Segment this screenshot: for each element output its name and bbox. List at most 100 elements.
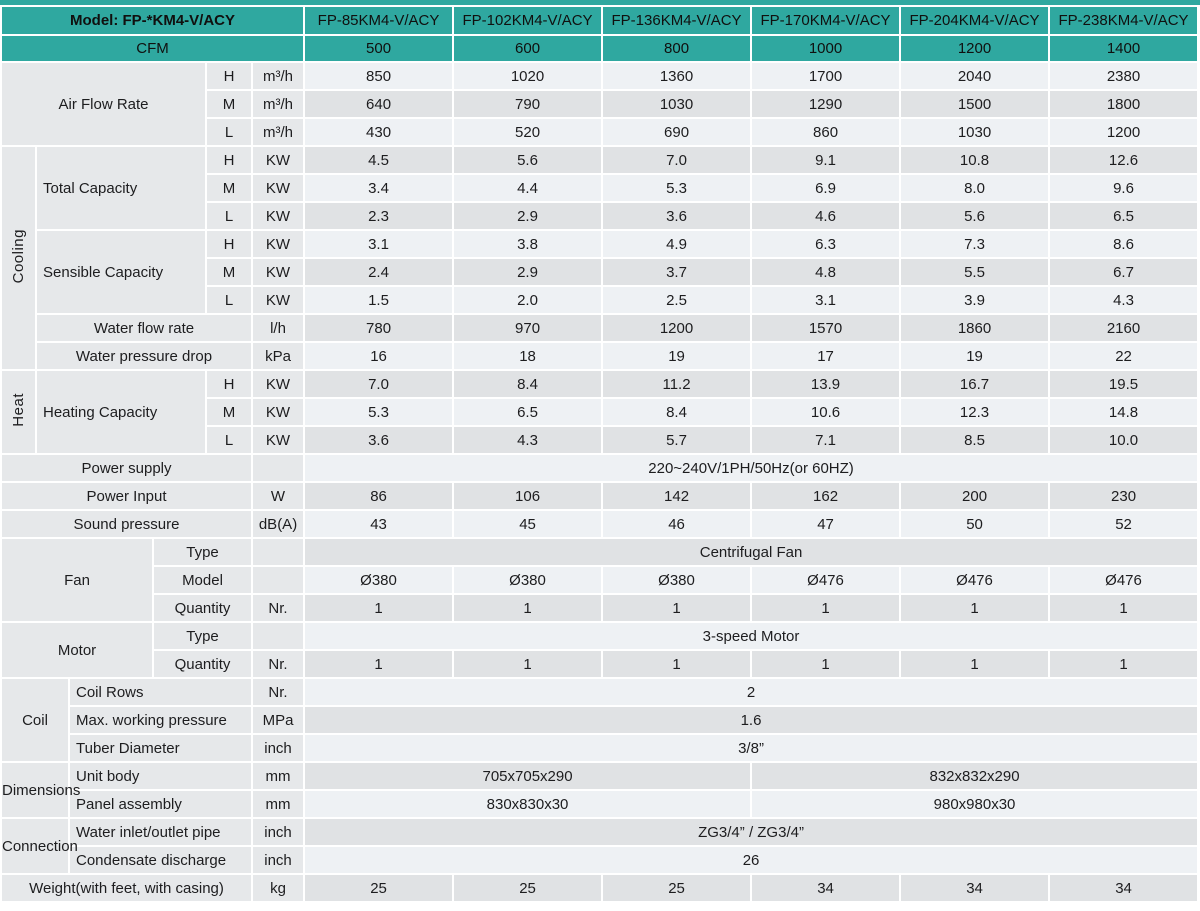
column-header: FP-238KM4-V/ACY	[1050, 7, 1198, 34]
speed-label: M	[207, 175, 251, 201]
unit-label: m³/h	[253, 63, 304, 89]
value-cell: 3.9	[901, 287, 1049, 313]
table-row: L m³/h 430 520 690 860 1030 1200	[2, 119, 1198, 145]
value-cell: 3.1	[305, 231, 453, 257]
value-cell: 1	[901, 595, 1049, 621]
value-cell: 1	[454, 651, 602, 677]
unit-label: m³/h	[253, 91, 304, 117]
value-cell: 5.3	[305, 399, 453, 425]
speed-label: H	[207, 147, 251, 173]
label-coil-rows: Coil Rows	[70, 679, 251, 705]
section-label-cooling: Cooling	[2, 147, 35, 369]
value-cell-panel-assembly-large: 980x980x30	[752, 791, 1198, 817]
section-label-coil: Coil	[2, 679, 68, 761]
value-cell: 640	[305, 91, 453, 117]
table-row: Tuber Diameter inch 3/8”	[2, 735, 1198, 761]
value-cell: 5.7	[603, 427, 751, 453]
table-row: Power Input W 86 106 142 162 200 230	[2, 483, 1198, 509]
label-motor-type: Type	[154, 623, 251, 649]
label-unit-body: Unit body	[70, 763, 251, 789]
value-cell: 12.6	[1050, 147, 1198, 173]
value-cell-condensate-discharge: 26	[305, 847, 1198, 873]
table-row: Quantity Nr. 1 1 1 1 1 1	[2, 651, 1198, 677]
value-cell: 5.5	[901, 259, 1049, 285]
unit-label: kPa	[253, 343, 304, 369]
speed-label: L	[207, 287, 251, 313]
table-row: L KW 3.6 4.3 5.7 7.1 8.5 10.0	[2, 427, 1198, 453]
table-row: Air Flow Rate H m³/h 850 1020 1360 1700 …	[2, 63, 1198, 145]
value-cell: 1020	[454, 63, 602, 89]
table-row: Sound pressure dB(A) 43 45 46 47 50 52	[2, 511, 1198, 537]
label-max-working-pressure: Max. working pressure	[70, 707, 251, 733]
unit-label	[253, 455, 304, 481]
value-cell: 8.0	[901, 175, 1049, 201]
value-cell: 6.9	[752, 175, 900, 201]
unit-label: KW	[253, 399, 304, 425]
label-tuber-diameter: Tuber Diameter	[70, 735, 251, 761]
value-cell: 34	[901, 875, 1049, 901]
table-row: Power supply 220~240V/1PH/50Hz(or 60HZ)	[2, 455, 1198, 481]
section-label-dimensions: Dimensions	[2, 763, 80, 817]
speed-label: H	[207, 371, 251, 397]
unit-label	[253, 623, 304, 649]
value-cell-coil-rows: 2	[305, 679, 1198, 705]
value-cell: Ø380	[454, 567, 602, 593]
cfm-value: 500	[305, 36, 453, 61]
value-cell: 1200	[1050, 119, 1198, 145]
value-cell: Ø380	[305, 567, 453, 593]
unit-label: Nr.	[253, 651, 304, 677]
value-cell: 8.4	[454, 371, 602, 397]
value-cell: 1	[752, 595, 900, 621]
unit-label: KW	[253, 371, 304, 397]
value-cell: 106	[454, 483, 602, 509]
value-cell: 6.5	[454, 399, 602, 425]
value-cell: 3.8	[454, 231, 602, 257]
value-cell-panel-assembly-small: 830x830x30	[305, 791, 751, 817]
value-cell: 4.3	[1050, 287, 1198, 313]
value-cell: 19.5	[1050, 371, 1198, 397]
value-cell: 1	[454, 595, 602, 621]
unit-label	[253, 539, 304, 565]
value-cell: 3.6	[305, 427, 453, 453]
value-cell: 2.9	[454, 203, 602, 229]
value-cell: Ø476	[901, 567, 1049, 593]
column-header: FP-85KM4-V/ACY	[305, 7, 453, 34]
value-cell: 6.7	[1050, 259, 1198, 285]
value-cell-water-inlet-outlet: ZG3/4” / ZG3/4”	[305, 819, 1198, 845]
value-cell: 86	[305, 483, 453, 509]
unit-label: KW	[253, 175, 304, 201]
label-fan-model: Model	[154, 567, 251, 593]
value-cell: 19	[901, 343, 1049, 369]
value-cell: 43	[305, 511, 453, 537]
value-cell: 6.5	[1050, 203, 1198, 229]
table-row: Model Ø380 Ø380 Ø380 Ø476 Ø476 Ø476	[2, 567, 1198, 593]
value-cell: 18	[454, 343, 602, 369]
unit-label: inch	[253, 735, 304, 761]
value-cell: 4.3	[454, 427, 602, 453]
value-cell: 50	[901, 511, 1049, 537]
label-motor-quantity: Quantity	[154, 651, 251, 677]
label-condensate-discharge: Condensate discharge	[70, 847, 251, 873]
value-cell: 9.6	[1050, 175, 1198, 201]
value-cell: 142	[603, 483, 751, 509]
value-cell-max-working-pressure: 1.6	[305, 707, 1198, 733]
value-cell: 9.1	[752, 147, 900, 173]
value-cell-tuber-diameter: 3/8”	[305, 735, 1198, 761]
value-cell: 1	[1050, 595, 1198, 621]
value-cell: 850	[305, 63, 453, 89]
value-cell: 1	[603, 595, 751, 621]
value-cell: 7.0	[305, 371, 453, 397]
table-row: Cooling Total Capacity H KW 4.5 5.6 7.0 …	[2, 147, 1198, 369]
value-cell: 780	[305, 315, 453, 341]
table-row: Dimensions Unit body mm 705x705x290 832x…	[2, 763, 1198, 817]
table-row: Coil Coil Rows Nr. 2	[2, 679, 1198, 761]
value-cell: 230	[1050, 483, 1198, 509]
section-label-motor: Motor	[2, 623, 152, 677]
value-cell: 10.6	[752, 399, 900, 425]
column-header: FP-136KM4-V/ACY	[603, 7, 751, 34]
value-cell: 4.9	[603, 231, 751, 257]
unit-label: l/h	[253, 315, 304, 341]
value-cell: 45	[454, 511, 602, 537]
value-cell: 11.2	[603, 371, 751, 397]
value-cell: 3.4	[305, 175, 453, 201]
